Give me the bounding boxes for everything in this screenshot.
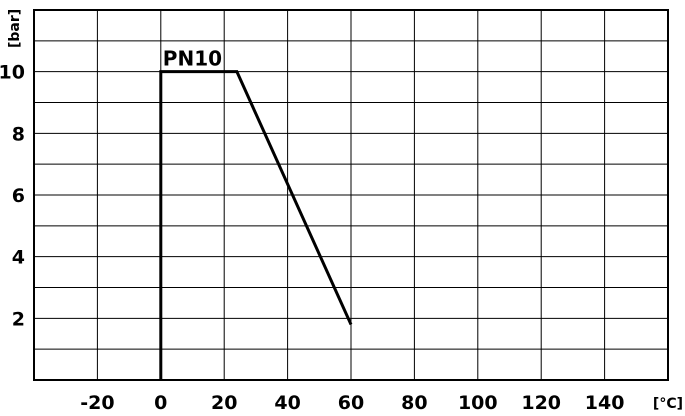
x-tick-label: 120 — [521, 392, 561, 414]
x-tick-label: 60 — [338, 392, 364, 414]
x-tick-label: 80 — [401, 392, 427, 414]
x-tick-label: 40 — [274, 392, 300, 414]
y-tick-label: 10 — [0, 62, 25, 84]
x-tick-label: -20 — [80, 392, 114, 414]
x-tick-label: 140 — [585, 392, 625, 414]
y-tick-label: 6 — [12, 185, 25, 207]
y-tick-label: 2 — [12, 308, 25, 330]
y-tick-label: 8 — [12, 123, 25, 145]
x-tick-label: 20 — [211, 392, 237, 414]
grid — [34, 10, 668, 380]
x-tick-label: 0 — [154, 392, 167, 414]
x-tick-label: 100 — [458, 392, 498, 414]
annotation-pn10: PN10 — [163, 47, 222, 71]
series-line-0 — [159, 70, 353, 380]
y-axis-label: [bar] — [7, 9, 23, 48]
plot-frame — [33, 9, 669, 381]
y-tick-label: 4 — [12, 247, 25, 269]
y-axis-ticks: 2 4 6 8 10 — [0, 62, 25, 331]
x-axis-ticks: -20 0 20 40 60 80 100 120 140 — [80, 392, 624, 414]
series-group — [159, 70, 353, 380]
x-axis-label: [°C] — [653, 396, 683, 412]
